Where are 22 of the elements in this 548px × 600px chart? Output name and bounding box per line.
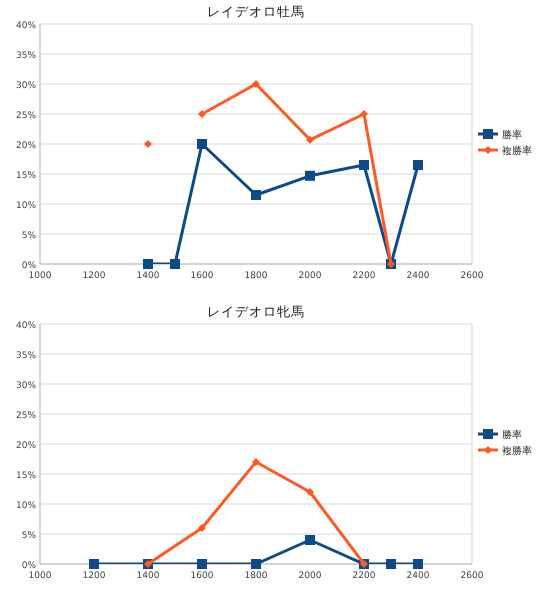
point [305,170,315,181]
point [251,190,261,200]
point [306,488,314,496]
point [386,559,396,569]
point [306,135,314,144]
line-series [144,458,368,568]
point [305,535,315,545]
point [198,524,206,532]
point [144,140,152,148]
point [197,139,207,149]
point [360,110,368,118]
point [251,559,261,569]
point [413,160,423,170]
point [89,559,99,569]
point [413,559,423,569]
point [198,110,206,118]
point [197,559,207,569]
point [252,458,260,466]
point [252,80,260,88]
point [170,259,180,269]
point [143,259,153,269]
point [359,160,369,170]
